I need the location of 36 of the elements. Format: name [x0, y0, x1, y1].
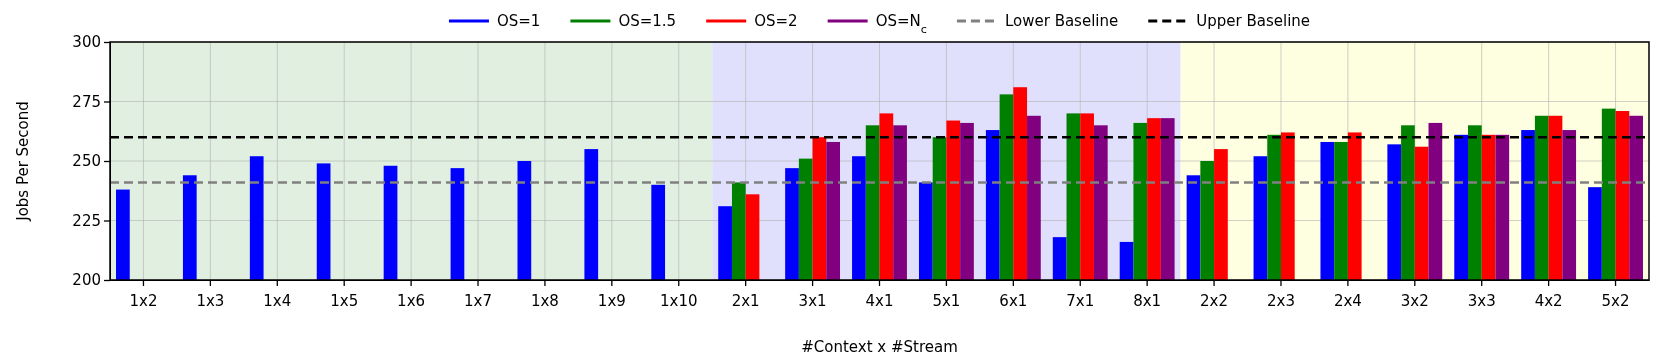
x-tick-label: 1x7	[464, 291, 493, 310]
x-tick-label: 7x1	[1066, 291, 1095, 310]
legend-label: Upper Baseline	[1196, 12, 1311, 30]
x-tick-label: 2x2	[1200, 291, 1229, 310]
x-tick-label: 1x4	[263, 291, 292, 310]
x-tick-label: 1x6	[397, 291, 426, 310]
x-tick-label: 2x3	[1266, 291, 1295, 310]
y-axis-title: Jobs Per Second	[14, 101, 32, 222]
x-tick-label: 4x2	[1534, 291, 1563, 310]
y-tick-label: 250	[72, 152, 101, 171]
x-tick-label: 1x2	[129, 291, 158, 310]
y-tick-label: 275	[72, 92, 101, 111]
x-tick-label: 1x9	[597, 291, 626, 310]
legend-label: OS=1.5	[618, 12, 677, 30]
y-tick-label: 300	[72, 33, 101, 52]
x-tick-label: 1x3	[196, 291, 225, 310]
x-tick-label: 8x1	[1133, 291, 1162, 310]
x-tick-label: 3x3	[1467, 291, 1496, 310]
y-tick-label: 200	[72, 271, 101, 290]
legend-label: Lower Baseline	[1004, 12, 1119, 30]
x-tick-label: 4x1	[865, 291, 894, 310]
x-tick-label: 5x2	[1601, 291, 1630, 310]
x-tick-label: 6x1	[999, 291, 1028, 310]
x-tick-label: 3x2	[1400, 291, 1429, 310]
x-tick-label: 1x8	[530, 291, 559, 310]
legend-label: OS=1	[496, 12, 541, 30]
x-tick-label: 1x5	[330, 291, 359, 310]
x-tick-label: 3x1	[798, 291, 827, 310]
legend-label: OS=N$_{c}$	[875, 12, 927, 36]
x-tick-label: 2x4	[1333, 291, 1362, 310]
x-axis-title: #Context x #Stream	[801, 338, 958, 356]
legend-label: OS=2	[754, 12, 798, 30]
x-tick-label: 2x1	[731, 291, 760, 310]
y-tick-label: 225	[72, 211, 101, 230]
x-tick-label: 5x1	[932, 291, 961, 310]
x-tick-label: 1x10	[660, 291, 698, 310]
